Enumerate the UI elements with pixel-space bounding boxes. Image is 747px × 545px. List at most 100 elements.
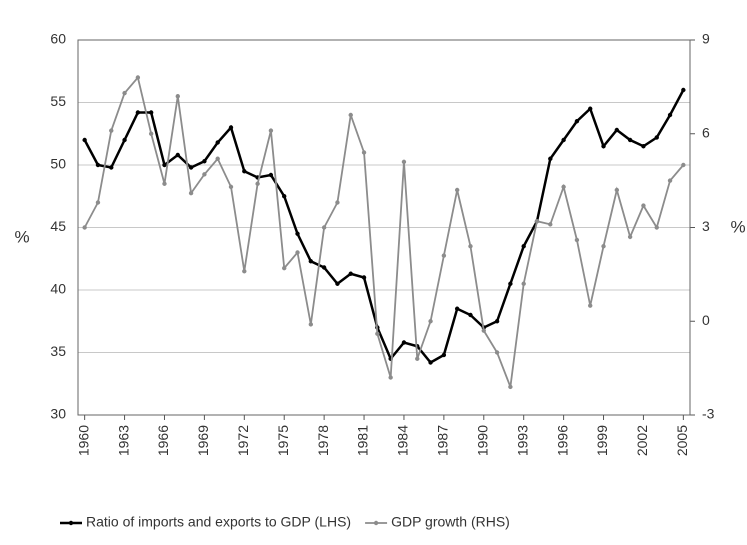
y-tick-label: 45: [50, 218, 66, 234]
data-point: [681, 87, 686, 93]
data-point: [122, 137, 127, 143]
data-point: [388, 375, 393, 380]
x-tick-label: 2005: [674, 425, 690, 456]
data-point: [202, 172, 207, 177]
data-point: [335, 200, 340, 205]
data-point: [428, 319, 433, 324]
data-point: [295, 250, 300, 255]
data-point: [215, 156, 220, 161]
data-point: [255, 181, 260, 186]
data-point: [667, 112, 673, 118]
plot-border: [77, 39, 691, 416]
data-point: [588, 106, 593, 111]
y-tick-label: 30: [50, 406, 66, 422]
y2-axis-label: %: [730, 217, 745, 236]
data-point: [508, 281, 513, 286]
data-point: [627, 234, 633, 240]
data-point: [148, 131, 154, 136]
x-tick-label: 1987: [435, 425, 451, 456]
y2-tick-label: 9: [702, 31, 710, 47]
data-point: [494, 319, 500, 324]
data-point: [654, 135, 659, 140]
y-tick-label: 55: [50, 93, 66, 109]
data-point: [614, 187, 620, 193]
data-point: [574, 237, 580, 243]
data-point: [494, 350, 500, 355]
x-tick-label: 1984: [395, 425, 411, 456]
data-point: [614, 127, 620, 133]
y-axis-label: %: [14, 227, 29, 246]
data-point: [228, 184, 234, 190]
x-tick-label: 1960: [75, 425, 91, 456]
data-point: [667, 178, 673, 183]
y2-tick-label: 3: [702, 218, 710, 234]
data-point: [681, 162, 686, 168]
data-point: [335, 281, 340, 286]
y-tick-label: 40: [50, 281, 66, 297]
data-point: [82, 137, 87, 143]
y-tick-label: 35: [50, 343, 66, 359]
data-point: [454, 306, 460, 311]
data-point: [95, 162, 101, 168]
y-tick-label: 50: [50, 156, 66, 172]
data-point: [282, 194, 287, 199]
data-point: [188, 165, 194, 170]
data-point: [228, 125, 234, 130]
data-point: [588, 303, 593, 308]
data-point: [295, 231, 300, 236]
data-point: [641, 144, 646, 149]
data-point: [242, 169, 247, 174]
x-tick-label: 1981: [355, 425, 371, 456]
legend-label: GDP growth (RHS): [391, 514, 510, 530]
data-point: [321, 225, 327, 230]
y2-tick-label: -3: [702, 406, 715, 422]
data-point: [95, 200, 101, 205]
data-point: [481, 328, 486, 333]
legend-marker: [373, 520, 379, 526]
data-point: [548, 222, 553, 227]
data-point: [561, 137, 566, 143]
data-point: [548, 156, 553, 161]
data-point: [188, 190, 194, 196]
data-point: [428, 360, 433, 365]
data-point: [242, 269, 247, 274]
x-tick-label: 1963: [115, 425, 131, 456]
data-point: [415, 356, 420, 361]
data-point: [348, 271, 353, 276]
data-point: [202, 159, 207, 164]
x-tick-label: 1999: [594, 425, 610, 456]
x-tick-label: 1978: [315, 425, 331, 456]
data-point: [175, 152, 180, 158]
data-point: [401, 159, 407, 165]
x-tick-label: 1972: [235, 425, 251, 456]
x-tick-label: 1996: [554, 425, 570, 456]
data-point: [601, 244, 606, 249]
legend-marker: [68, 520, 74, 526]
data-point: [521, 244, 526, 249]
data-point: [268, 128, 274, 133]
data-point: [348, 112, 353, 118]
data-point: [534, 219, 540, 224]
data-point: [361, 275, 367, 280]
data-point: [508, 384, 513, 390]
data-point: [109, 165, 114, 170]
data-point: [468, 244, 473, 249]
data-point: [135, 110, 141, 115]
data-point: [215, 140, 220, 145]
data-point: [441, 253, 447, 258]
data-point: [268, 172, 274, 178]
data-point: [162, 162, 167, 168]
data-point: [401, 340, 407, 345]
data-point: [561, 184, 566, 190]
data-point: [574, 119, 580, 124]
data-point: [521, 281, 526, 286]
data-point: [308, 259, 314, 264]
y2-tick-label: 0: [702, 312, 710, 328]
data-point: [175, 94, 180, 99]
data-point: [654, 225, 659, 230]
x-tick-label: 2002: [634, 425, 650, 456]
data-point: [641, 203, 646, 208]
data-point: [308, 322, 314, 327]
x-tick-label: 1966: [155, 425, 171, 456]
